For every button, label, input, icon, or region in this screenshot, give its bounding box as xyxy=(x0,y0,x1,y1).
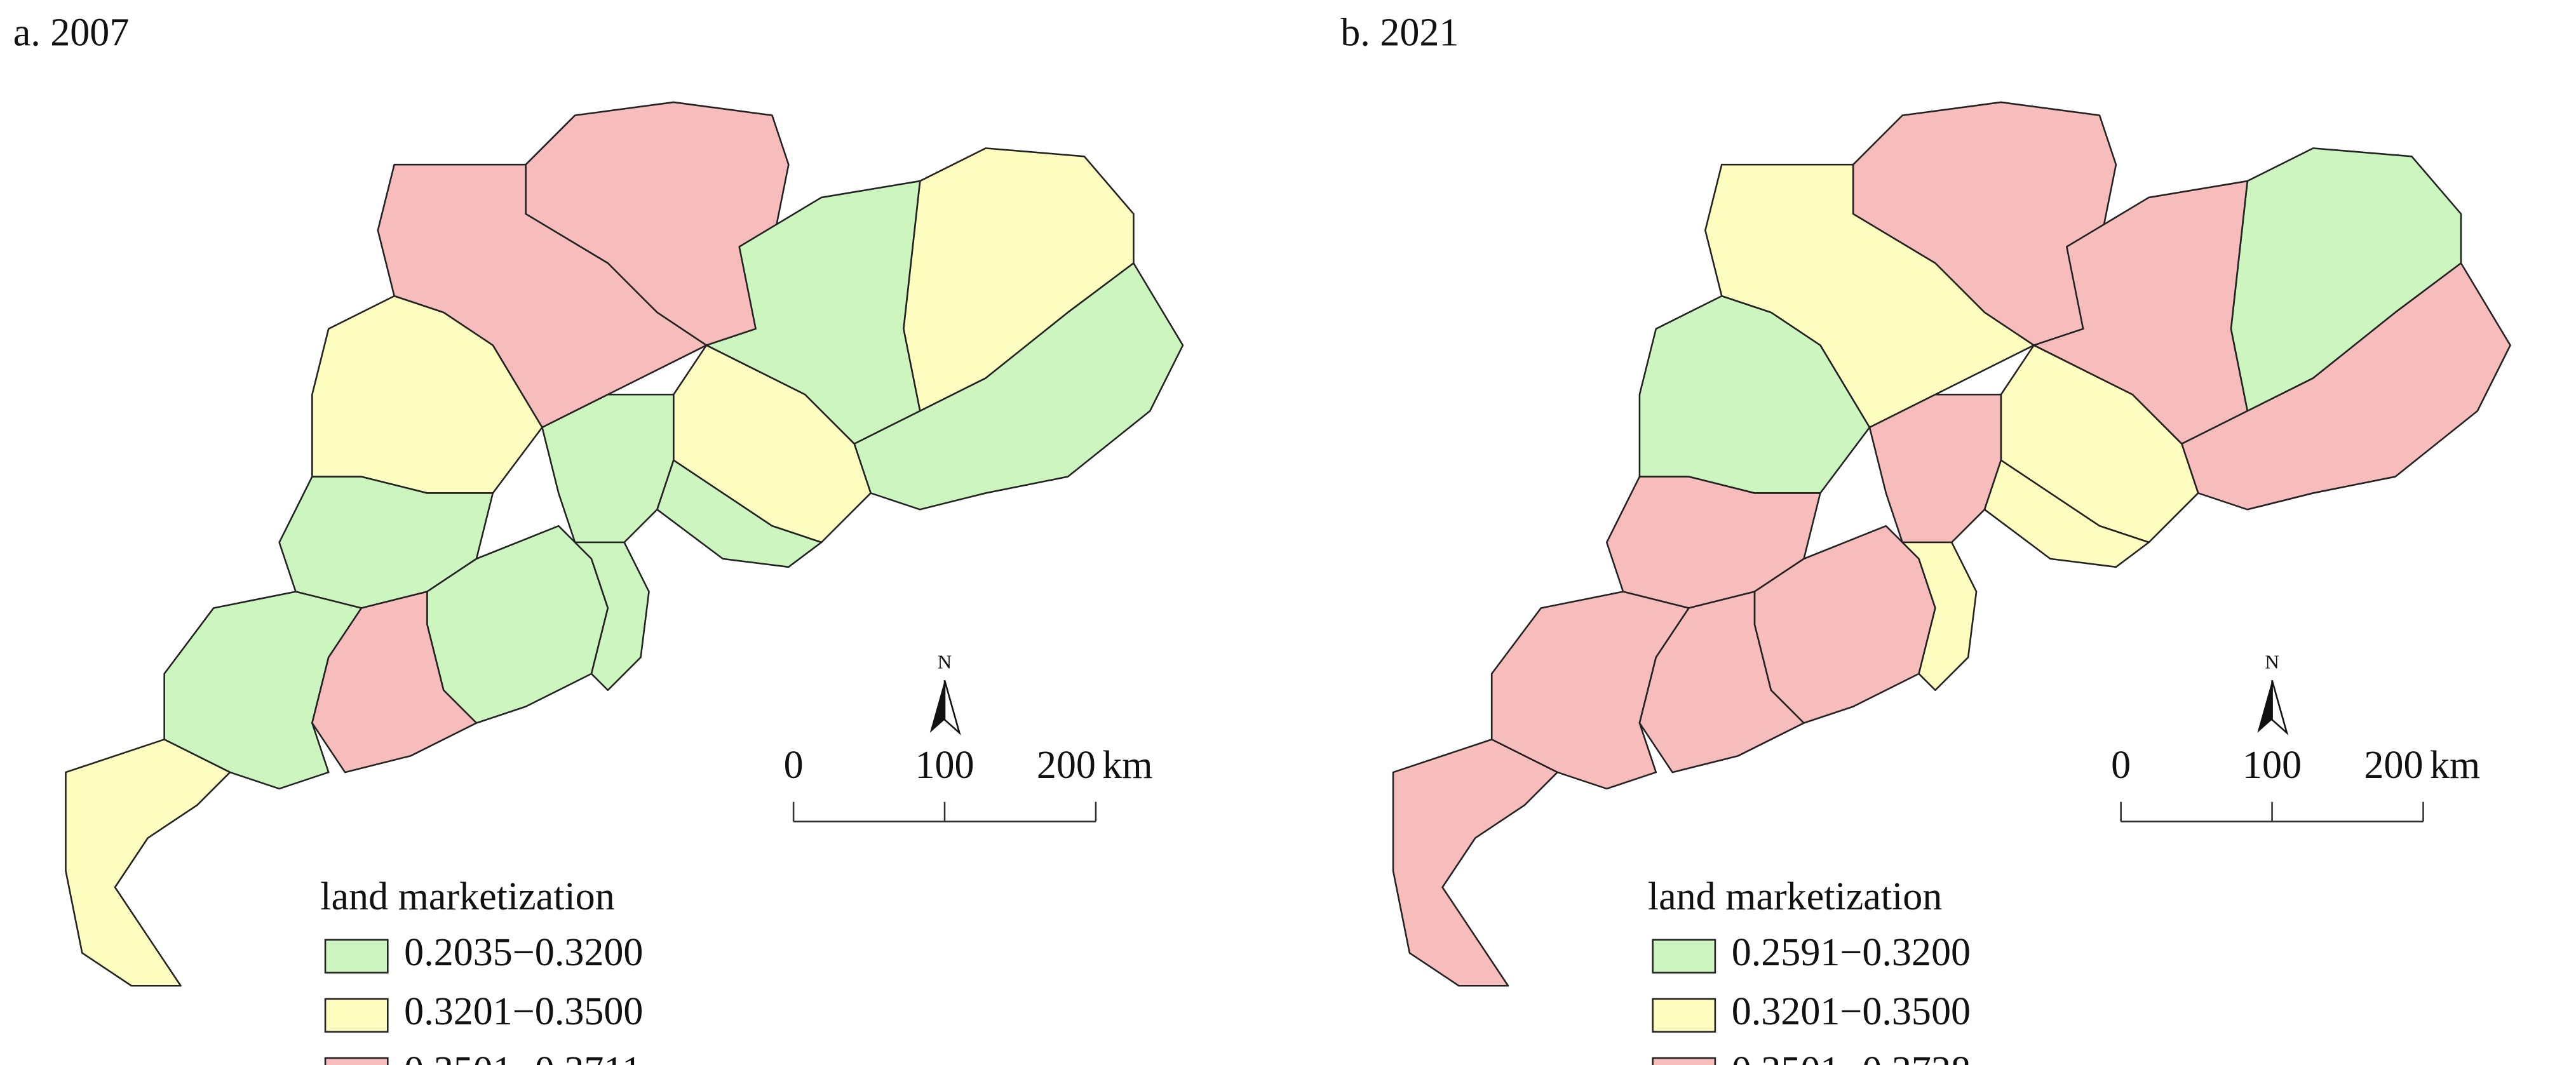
region xyxy=(1392,739,1558,987)
legend-title: land marketization xyxy=(320,875,614,918)
legend-label: 0.2035−0.3200 xyxy=(404,931,643,974)
scale-unit: km xyxy=(1102,744,1152,787)
map-panel: b. 2021 N 0 100 200 km land marketization 0.259… xyxy=(1340,11,2511,1065)
region xyxy=(656,459,823,568)
panel-title: b. 2021 xyxy=(1340,11,1459,55)
legend-label: 0.2591−0.3200 xyxy=(1732,931,1971,974)
legend-swatch xyxy=(1652,1057,1716,1065)
scale-label: 200 xyxy=(2364,744,2423,787)
legend-label: 0.3201−0.3500 xyxy=(1732,990,1971,1033)
region xyxy=(65,739,231,987)
panel-title: a. 2007 xyxy=(13,11,130,55)
north-arrow xyxy=(929,680,945,733)
north-arrow xyxy=(2257,680,2272,733)
legend-swatch xyxy=(324,1057,389,1065)
region xyxy=(311,591,478,774)
legend-label: 0.3501−0.3738 xyxy=(1732,1049,1971,1065)
region xyxy=(1983,459,2150,568)
legend-title: land marketization xyxy=(1648,875,1942,918)
north-arrow xyxy=(2271,680,2289,735)
region xyxy=(541,393,675,544)
region xyxy=(1638,591,1805,774)
scale-unit: km xyxy=(2430,744,2480,787)
legend-label: 0.3501−0.3711 xyxy=(404,1049,642,1065)
scale-label: 200 xyxy=(1037,744,1096,787)
legend-swatch xyxy=(324,939,389,974)
legend-label: 0.3201−0.3500 xyxy=(404,990,643,1033)
map-panel: a. 2007 N 0 100 200 km land marketization 0.203… xyxy=(13,11,1184,1065)
region xyxy=(1868,393,2002,544)
region xyxy=(574,541,650,692)
legend-swatch xyxy=(324,998,389,1033)
region xyxy=(1901,541,1978,692)
legend-swatch xyxy=(1652,998,1716,1033)
scale-label: 0 xyxy=(784,744,804,787)
scale-label: 100 xyxy=(2242,744,2302,787)
scale-label: 0 xyxy=(2111,744,2131,787)
north-label: N xyxy=(2265,651,2279,673)
north-arrow xyxy=(943,680,961,735)
north-label: N xyxy=(938,651,952,673)
scale-label: 100 xyxy=(915,744,974,787)
legend-swatch xyxy=(1652,939,1716,974)
